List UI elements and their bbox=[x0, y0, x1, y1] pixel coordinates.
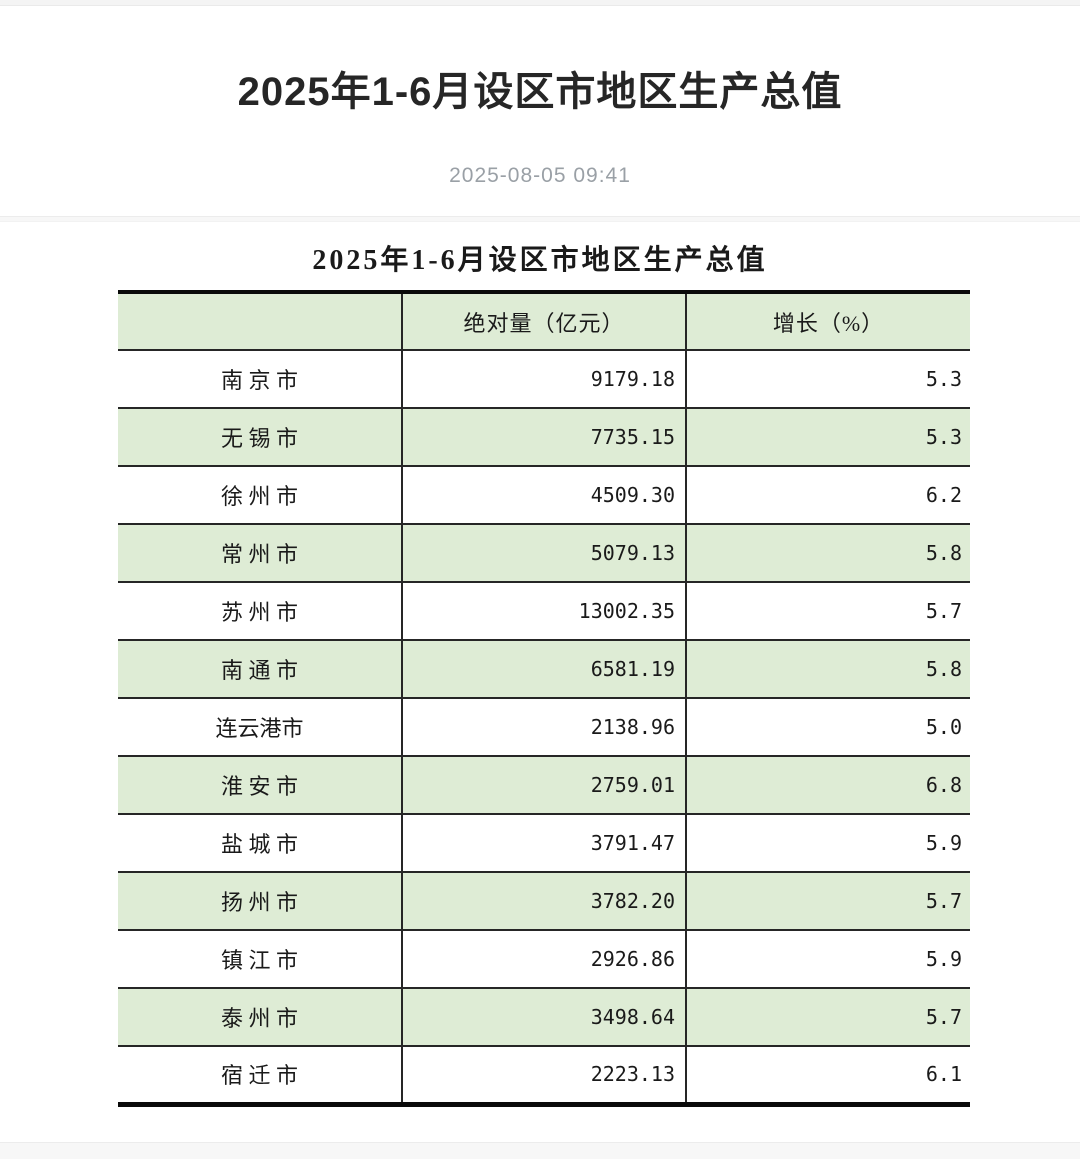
gdp-table: 绝对量（亿元） 增长（%） 南 京 市 9179.18 5.3 无 锡 市 7735.1… bbox=[118, 290, 970, 1107]
header-separator bbox=[0, 216, 1080, 222]
top-accent-strip bbox=[0, 0, 1080, 6]
cell-city: 淮 安 市 bbox=[118, 756, 402, 815]
cell-city: 无 锡 市 bbox=[118, 408, 402, 467]
cell-city: 苏 州 市 bbox=[118, 582, 402, 641]
table-row: 宿 迁 市 2223.13 6.1 bbox=[118, 1046, 970, 1104]
cell-growth: 5.9 bbox=[685, 930, 970, 989]
table-header: 绝对量（亿元） 增长（%） bbox=[118, 292, 970, 351]
cell-absolute: 2138.96 bbox=[401, 698, 686, 757]
cell-growth: 5.9 bbox=[685, 814, 970, 873]
cell-growth: 5.8 bbox=[685, 640, 970, 699]
cell-city: 南 京 市 bbox=[118, 350, 402, 409]
table-row: 无 锡 市 7735.15 5.3 bbox=[118, 408, 970, 467]
header-cell-growth: 增长（%） bbox=[685, 292, 970, 351]
table-row: 扬 州 市 3782.20 5.7 bbox=[118, 872, 970, 931]
cell-absolute: 2926.86 bbox=[401, 930, 686, 989]
table-row: 常 州 市 5079.13 5.8 bbox=[118, 524, 970, 583]
table-row: 连云港市 2138.96 5.0 bbox=[118, 698, 970, 757]
cell-growth: 5.7 bbox=[685, 988, 970, 1047]
cell-absolute: 3782.20 bbox=[401, 872, 686, 931]
table-row: 南 通 市 6581.19 5.8 bbox=[118, 640, 970, 699]
cell-growth: 6.8 bbox=[685, 756, 970, 815]
header-cell-city bbox=[118, 292, 402, 351]
cell-growth: 5.3 bbox=[685, 350, 970, 409]
cell-city: 扬 州 市 bbox=[118, 872, 402, 931]
table-row: 淮 安 市 2759.01 6.8 bbox=[118, 756, 970, 815]
cell-absolute: 5079.13 bbox=[401, 524, 686, 583]
cell-city: 盐 城 市 bbox=[118, 814, 402, 873]
cell-growth: 5.8 bbox=[685, 524, 970, 583]
table-row: 苏 州 市 13002.35 5.7 bbox=[118, 582, 970, 641]
article-body: 2025年1-6月设区市地区生产总值 绝对量（亿元） 增长（%） 南 京 市 91… bbox=[0, 242, 1080, 1107]
cell-absolute: 3498.64 bbox=[401, 988, 686, 1047]
cell-absolute: 6581.19 bbox=[401, 640, 686, 699]
cell-absolute: 4509.30 bbox=[401, 466, 686, 525]
cell-growth: 5.7 bbox=[685, 582, 970, 641]
table-row: 镇 江 市 2926.86 5.9 bbox=[118, 930, 970, 989]
table-row: 南 京 市 9179.18 5.3 bbox=[118, 350, 970, 409]
publish-datetime: 2025-08-05 09:41 bbox=[449, 164, 631, 187]
cell-city: 徐 州 市 bbox=[118, 466, 402, 525]
cell-city: 镇 江 市 bbox=[118, 930, 402, 989]
cell-city: 宿 迁 市 bbox=[220, 1063, 298, 1089]
cell-growth: 6.1 bbox=[685, 1046, 970, 1104]
cell-growth: 5.0 bbox=[685, 698, 970, 757]
cell-growth: 5.7 bbox=[685, 872, 970, 931]
cell-absolute: 13002.35 bbox=[401, 582, 686, 641]
page-title: 2025年1-6月设区市地区生产总值 bbox=[237, 70, 843, 114]
table-row: 徐 州 市 4509.30 6.2 bbox=[118, 466, 970, 525]
header-cell-absolute: 绝对量（亿元） bbox=[401, 292, 686, 351]
cell-city: 南 通 市 bbox=[118, 640, 402, 699]
cell-absolute: 2223.13 bbox=[401, 1046, 686, 1104]
table-row: 盐 城 市 3791.47 5.9 bbox=[118, 814, 970, 873]
cell-growth: 5.3 bbox=[685, 408, 970, 467]
cell-absolute: 3791.47 bbox=[401, 814, 686, 873]
cell-city: 泰 州 市 bbox=[118, 988, 402, 1047]
cell-absolute: 9179.18 bbox=[401, 350, 686, 409]
cell-absolute: 7735.15 bbox=[401, 408, 686, 467]
cell-growth: 6.2 bbox=[685, 466, 970, 525]
cell-city: 常 州 市 bbox=[118, 524, 402, 583]
cell-absolute: 2759.01 bbox=[401, 756, 686, 815]
table-body: 南 京 市 9179.18 5.3 无 锡 市 7735.15 5.3 徐 州 市 4509.… bbox=[118, 350, 970, 1104]
table-header-row: 绝对量（亿元） 增长（%） bbox=[118, 292, 970, 351]
bottom-bar bbox=[0, 1142, 1080, 1159]
table-title: 2025年1-6月设区市地区生产总值 bbox=[312, 245, 768, 276]
cell-city: 连云港市 bbox=[118, 698, 402, 757]
table-row: 泰 州 市 3498.64 5.7 bbox=[118, 988, 970, 1047]
page-header: 2025年1-6月设区市地区生产总值 2025-08-05 09:41 bbox=[0, 68, 1080, 190]
